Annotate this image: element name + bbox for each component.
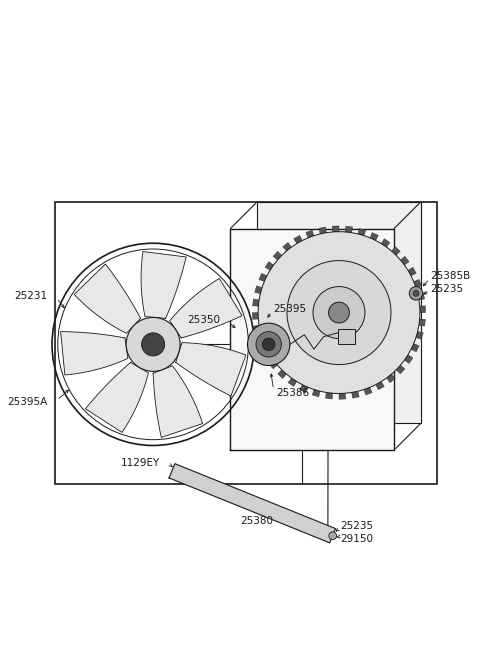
Polygon shape bbox=[257, 202, 421, 423]
Polygon shape bbox=[345, 226, 352, 233]
Polygon shape bbox=[376, 382, 384, 390]
Polygon shape bbox=[420, 306, 426, 312]
Text: 29150: 29150 bbox=[340, 534, 373, 544]
Polygon shape bbox=[339, 393, 346, 400]
Polygon shape bbox=[262, 349, 270, 358]
Polygon shape bbox=[416, 331, 423, 339]
Text: 25385B: 25385B bbox=[431, 271, 471, 281]
Polygon shape bbox=[60, 331, 128, 375]
Circle shape bbox=[409, 287, 423, 300]
Polygon shape bbox=[408, 267, 416, 276]
Polygon shape bbox=[381, 238, 390, 247]
Text: 25235: 25235 bbox=[340, 521, 373, 531]
Polygon shape bbox=[141, 252, 186, 318]
Polygon shape bbox=[312, 390, 320, 397]
Polygon shape bbox=[74, 264, 141, 333]
Text: 25350: 25350 bbox=[188, 315, 220, 326]
Polygon shape bbox=[170, 278, 242, 338]
Text: 25395: 25395 bbox=[274, 304, 307, 314]
Text: 25235: 25235 bbox=[431, 284, 464, 295]
Polygon shape bbox=[414, 280, 421, 288]
Polygon shape bbox=[386, 374, 396, 383]
Polygon shape bbox=[169, 464, 336, 543]
Polygon shape bbox=[418, 292, 425, 300]
Circle shape bbox=[287, 261, 391, 365]
Text: 25386: 25386 bbox=[276, 388, 310, 398]
Circle shape bbox=[413, 290, 419, 296]
Polygon shape bbox=[396, 365, 405, 374]
Polygon shape bbox=[419, 319, 425, 326]
Text: 25395A: 25395A bbox=[7, 397, 47, 407]
Polygon shape bbox=[259, 273, 267, 282]
Circle shape bbox=[256, 331, 281, 357]
Polygon shape bbox=[85, 362, 148, 432]
Text: 25380: 25380 bbox=[240, 515, 274, 525]
Text: 25231: 25231 bbox=[14, 291, 47, 301]
Polygon shape bbox=[153, 366, 203, 438]
Polygon shape bbox=[325, 392, 333, 399]
Polygon shape bbox=[358, 229, 366, 236]
Bar bbox=[55, 202, 437, 484]
Polygon shape bbox=[400, 256, 409, 265]
Polygon shape bbox=[364, 387, 372, 395]
Polygon shape bbox=[319, 227, 326, 234]
Polygon shape bbox=[278, 370, 287, 379]
Text: 1129EY: 1129EY bbox=[121, 458, 160, 468]
Polygon shape bbox=[252, 299, 259, 307]
Circle shape bbox=[258, 232, 420, 394]
Circle shape bbox=[329, 532, 336, 540]
Polygon shape bbox=[283, 242, 291, 251]
Circle shape bbox=[329, 302, 349, 323]
Polygon shape bbox=[405, 355, 413, 364]
Polygon shape bbox=[253, 326, 260, 333]
Polygon shape bbox=[230, 229, 394, 450]
Polygon shape bbox=[252, 312, 258, 320]
Polygon shape bbox=[255, 286, 262, 293]
Polygon shape bbox=[269, 360, 277, 369]
Polygon shape bbox=[288, 378, 297, 386]
Circle shape bbox=[248, 323, 290, 365]
Polygon shape bbox=[265, 261, 274, 271]
Polygon shape bbox=[300, 384, 308, 392]
Polygon shape bbox=[176, 343, 246, 396]
Circle shape bbox=[313, 287, 365, 339]
Circle shape bbox=[263, 338, 275, 350]
Polygon shape bbox=[306, 230, 314, 238]
Polygon shape bbox=[273, 252, 282, 260]
Polygon shape bbox=[332, 226, 339, 232]
Polygon shape bbox=[411, 343, 419, 352]
Polygon shape bbox=[352, 391, 359, 398]
Circle shape bbox=[126, 318, 180, 371]
Bar bbox=[338, 329, 355, 345]
Polygon shape bbox=[392, 247, 400, 255]
Polygon shape bbox=[294, 235, 302, 244]
Polygon shape bbox=[257, 337, 264, 346]
Polygon shape bbox=[370, 233, 378, 240]
Circle shape bbox=[142, 333, 165, 356]
